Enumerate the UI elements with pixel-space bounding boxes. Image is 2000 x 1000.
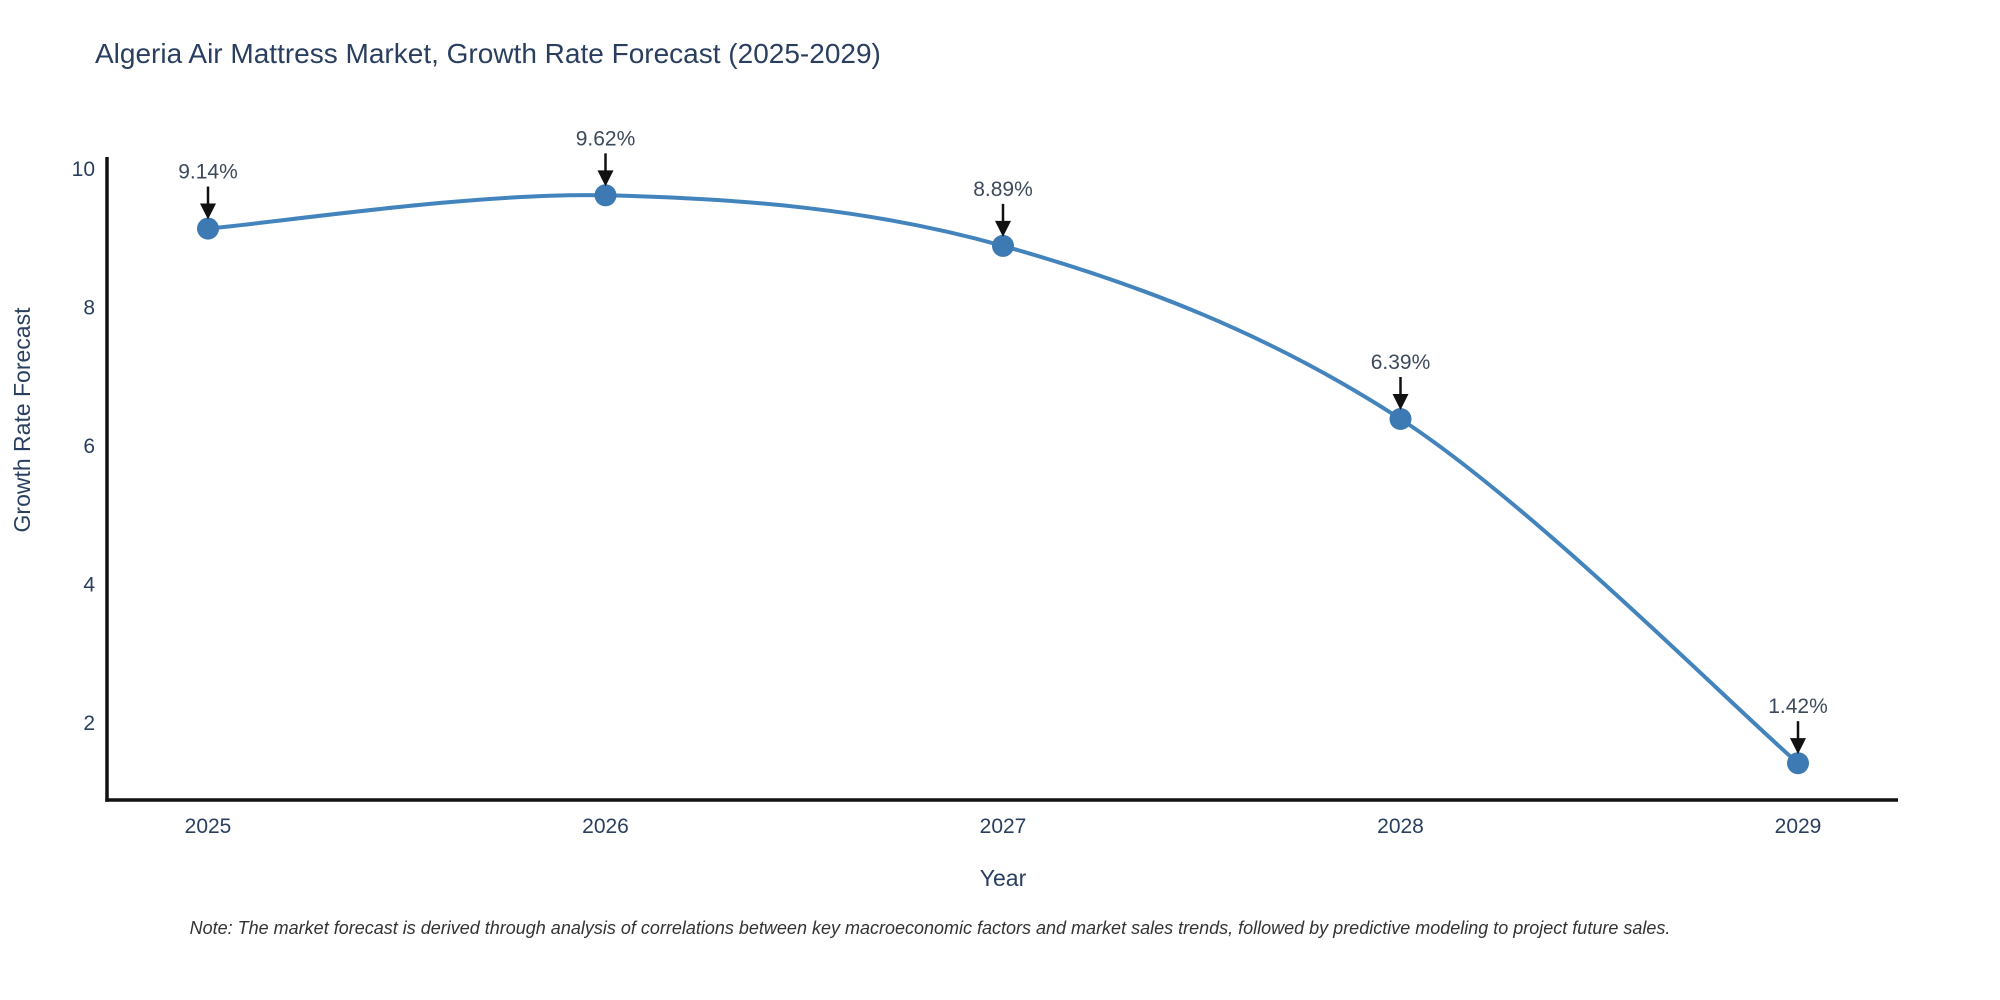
forecast-line [207,193,1800,765]
data-point-marker [594,184,617,207]
x-tick-label: 2029 [1775,815,1822,838]
x-tick-label: 2026 [582,815,629,838]
data-point-marker [197,217,219,240]
y-axis-title: Growth Rate Forecast [9,307,35,533]
point-value-label: 9.62% [576,127,636,150]
point-value-label: 1.42% [1768,695,1828,718]
x-tick-label: 2028 [1377,815,1424,838]
data-point-marker [1389,408,1412,430]
y-tick-label: 2 [83,712,95,735]
x-tick-label: 2025 [185,815,232,838]
y-tick-label: 8 [83,297,95,320]
annotation-arrow-head [1392,393,1409,410]
annotation-arrow-head [200,203,216,220]
point-value-label: 8.89% [973,178,1033,201]
annotation-arrow-head [597,170,614,187]
point-value-label: 9.14% [178,161,238,184]
y-tick-label: 4 [83,574,95,597]
data-point-marker [992,234,1014,257]
annotation-arrow-head [1790,738,1806,755]
chart-note: Note: The market forecast is derived thr… [189,918,1671,938]
chart-title: Algeria Air Mattress Market, Growth Rate… [95,38,881,69]
data-point-marker [1787,752,1809,775]
y-tick-label: 6 [83,435,95,458]
y-tick-label: 10 [72,158,95,181]
x-axis-title: Year [980,865,1027,891]
x-tick-label: 2027 [980,815,1027,838]
annotation-arrow-head [995,220,1011,237]
point-value-label: 6.39% [1371,351,1431,374]
